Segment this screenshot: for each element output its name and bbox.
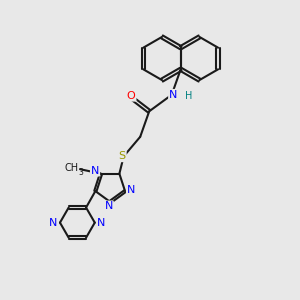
Text: N: N — [49, 218, 58, 228]
Text: S: S — [118, 151, 126, 161]
Text: N: N — [104, 201, 113, 212]
Text: CH: CH — [64, 163, 79, 173]
Text: 3: 3 — [78, 168, 83, 177]
Text: N: N — [91, 166, 99, 176]
Text: N: N — [127, 184, 135, 195]
Text: N: N — [97, 218, 106, 228]
Text: O: O — [127, 91, 136, 101]
Text: H: H — [185, 91, 193, 101]
Text: N: N — [169, 90, 177, 100]
